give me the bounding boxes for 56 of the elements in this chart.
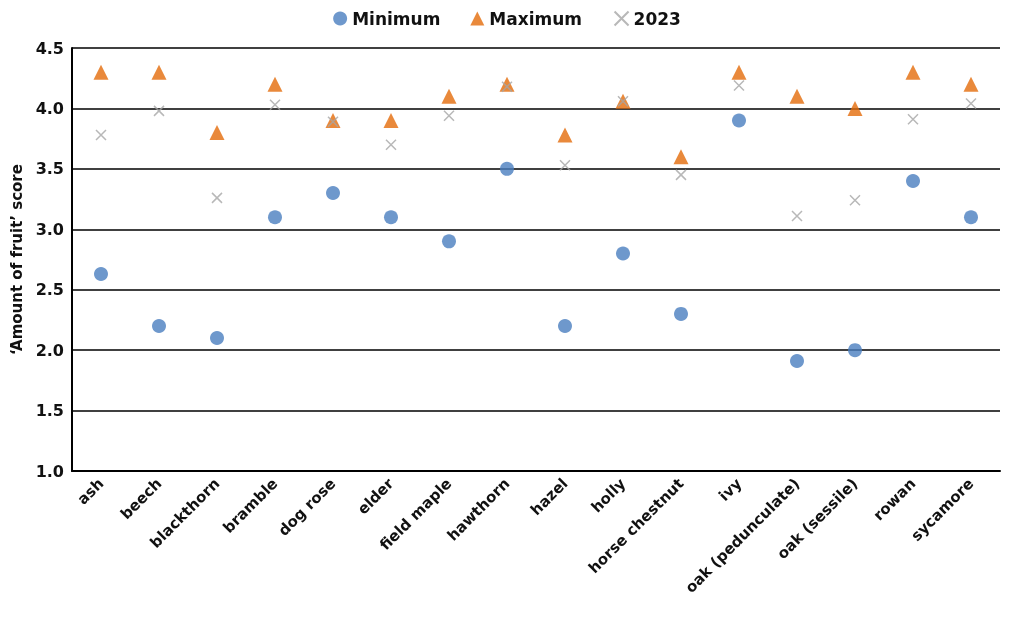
- point: [616, 246, 630, 261]
- point: [906, 173, 920, 188]
- point: [441, 88, 457, 104]
- point: [673, 149, 689, 165]
- point: [907, 113, 919, 126]
- point: [905, 64, 921, 80]
- point: [731, 64, 747, 80]
- point: [153, 105, 165, 117]
- point: [557, 127, 573, 143]
- point: [269, 99, 281, 111]
- y-tick-label: 4.5: [35, 38, 64, 58]
- y-tick-label: 3.5: [35, 159, 64, 179]
- y-tick-label: 1.0: [35, 461, 64, 481]
- point: [790, 354, 804, 369]
- point: [385, 138, 397, 151]
- point: [965, 97, 977, 110]
- point: [93, 64, 109, 80]
- point: [848, 343, 862, 358]
- point: [442, 234, 456, 249]
- point: [732, 113, 746, 128]
- y-axis-title: ‘Amount of fruit’ score: [7, 164, 26, 355]
- point: [211, 192, 223, 204]
- point: [501, 80, 513, 93]
- point: [94, 267, 108, 281]
- point: [152, 318, 166, 333]
- point: [383, 113, 399, 129]
- point: [964, 210, 978, 225]
- y-tick-label: 1.5: [35, 401, 64, 421]
- point: [443, 109, 455, 122]
- y-tick-label: 2.0: [35, 340, 64, 360]
- point: [151, 64, 167, 80]
- point: [267, 76, 283, 92]
- legend-label: Minimum: [352, 8, 441, 29]
- point: [791, 210, 803, 222]
- legend-label: 2023: [633, 8, 681, 29]
- point: [95, 129, 107, 141]
- point: [674, 306, 688, 321]
- point: [500, 161, 514, 176]
- y-tick-label: 4.0: [35, 98, 64, 118]
- point: [675, 169, 687, 181]
- y-tick-label: 3.0: [35, 219, 64, 239]
- point: [558, 318, 572, 333]
- point: [326, 186, 340, 201]
- point: [268, 210, 282, 225]
- point: [847, 100, 863, 116]
- point: [789, 88, 805, 104]
- point: [209, 125, 225, 141]
- point: [210, 331, 224, 346]
- point: [733, 79, 745, 92]
- point: [963, 76, 979, 92]
- x-tick-label: ash: [73, 474, 108, 509]
- y-tick-label: 2.5: [35, 280, 64, 300]
- point: [384, 210, 398, 225]
- point: [849, 194, 861, 207]
- point: [559, 159, 571, 171]
- legend-label: Maximum: [489, 8, 583, 29]
